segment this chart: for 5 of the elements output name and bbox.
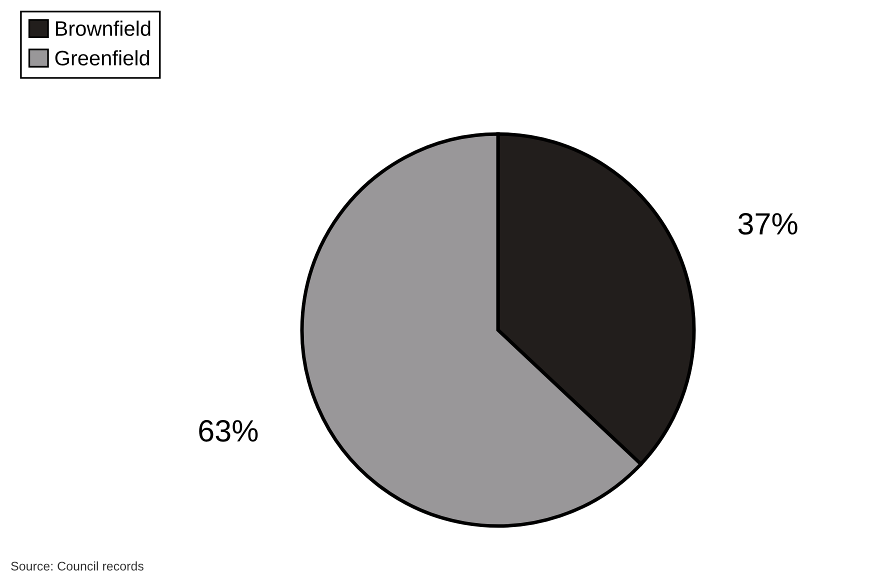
source-note: Source: Council records <box>11 561 144 571</box>
legend-label: Greenfield <box>55 50 150 66</box>
data-label: 37% <box>738 213 798 235</box>
legend-label: Brownfield <box>56 20 150 36</box>
data-label: 63% <box>199 420 258 442</box>
